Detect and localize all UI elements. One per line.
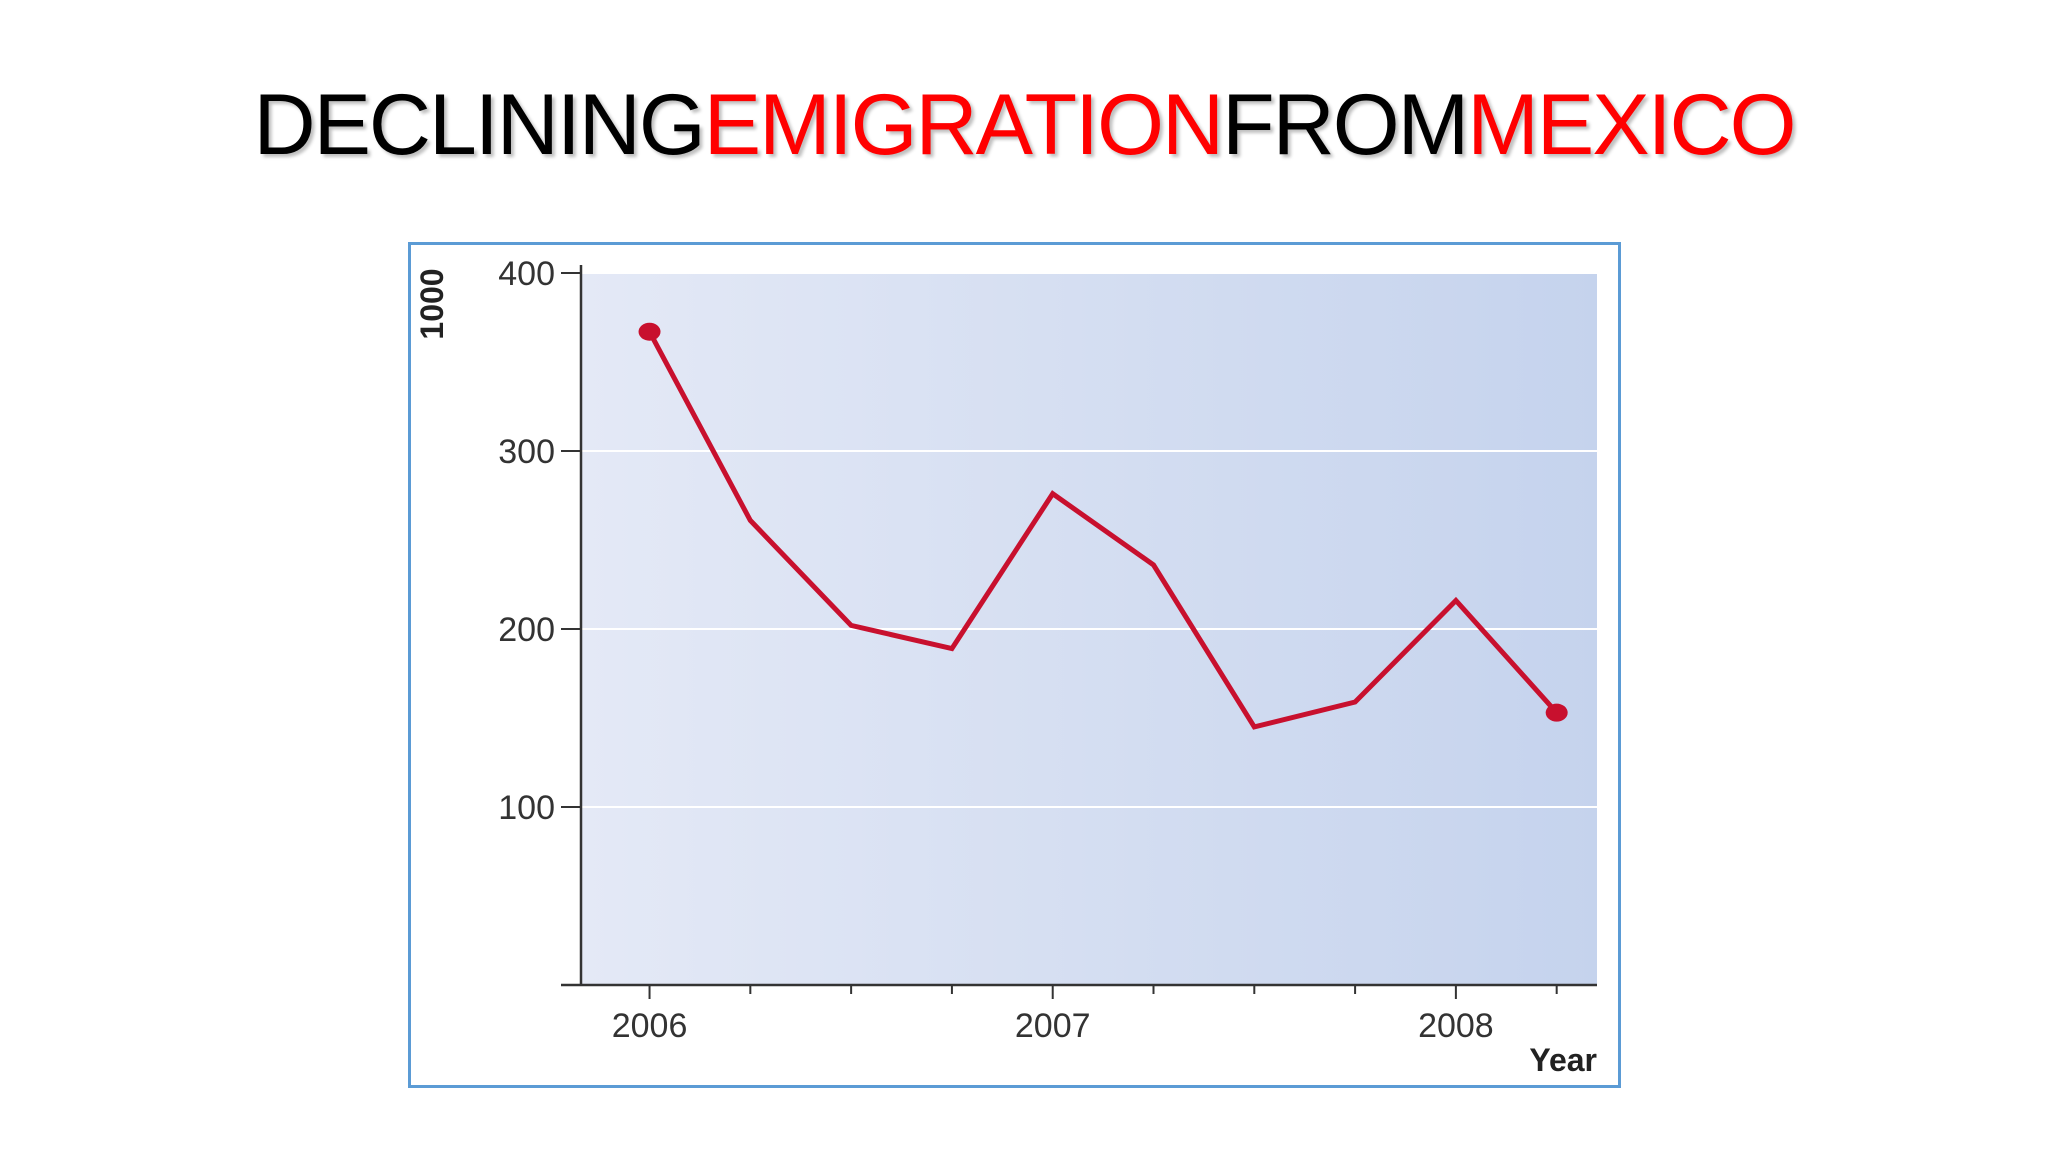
- y-tick-labels: 100 200 300 400: [498, 255, 555, 827]
- x-tick-labels: 2006 2007 2008: [612, 1007, 1494, 1045]
- y-axis-label: 1000: [414, 268, 450, 339]
- title-part-from: FROM: [1222, 77, 1469, 173]
- series-end-point: [1545, 703, 1568, 722]
- series-line: [647, 329, 1560, 730]
- x-tick-label-2007: 2007: [1015, 1007, 1091, 1045]
- axes: [561, 265, 1597, 999]
- slide-title: DECLININGEMIGRATIONFROMMEXICO: [0, 70, 2048, 180]
- grid-lines: [581, 272, 1597, 808]
- title-part-mexico: MEXICO: [1467, 77, 1796, 173]
- x-tick-label-2006: 2006: [612, 1007, 688, 1045]
- x-tick-label-2008: 2008: [1418, 1007, 1494, 1045]
- title-part-emigration: EMIGRATION: [703, 77, 1224, 173]
- x-axis-label: Year: [1529, 1042, 1597, 1078]
- y-tick-label-300: 300: [498, 433, 555, 471]
- title-part-declining: DECLINING: [253, 77, 705, 173]
- y-tick-label-400: 400: [498, 255, 555, 293]
- chart-frame: 100 200 300 400 2006 2007 2008 1000 Year: [408, 242, 1621, 1088]
- series-layer: [638, 322, 1568, 730]
- line-chart: 100 200 300 400 2006 2007 2008 1000 Year: [414, 255, 1597, 1078]
- y-tick-label-200: 200: [498, 611, 555, 649]
- y-tick-label-100: 100: [498, 789, 555, 827]
- series-start-point: [638, 322, 661, 341]
